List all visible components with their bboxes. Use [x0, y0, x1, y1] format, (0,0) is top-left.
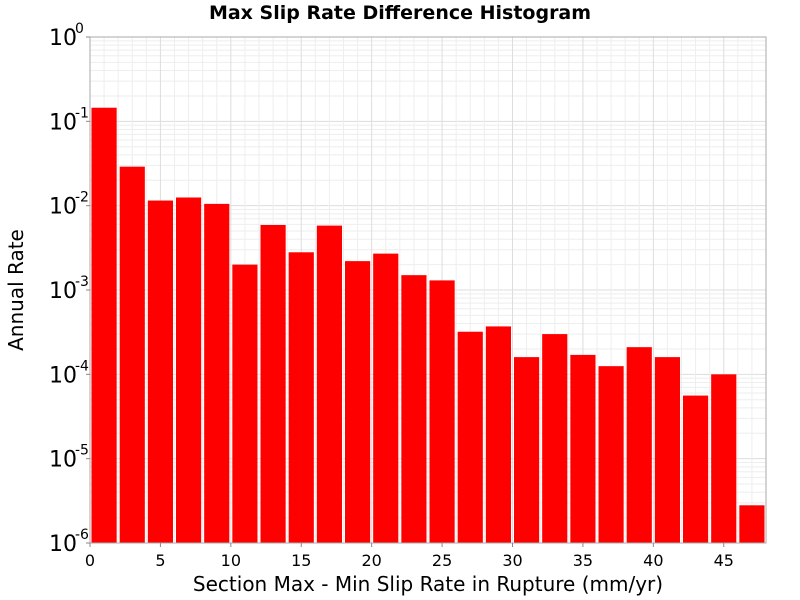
- y-tick-label: 10-5: [49, 443, 89, 473]
- histogram-bars: [91, 107, 765, 544]
- histogram-bar: [260, 224, 286, 543]
- histogram-bar: [485, 326, 511, 543]
- grid-lines: [89, 37, 767, 544]
- histogram-bar: [147, 200, 173, 543]
- histogram-bar: [204, 203, 230, 543]
- y-axis-label: Annual Rate: [4, 229, 28, 351]
- y-tick-exponent: -2: [75, 190, 89, 206]
- y-tick-base: 10: [49, 363, 77, 388]
- y-tick-exponent: -3: [75, 274, 89, 290]
- histogram-bar: [401, 275, 427, 543]
- x-tick-label: 30: [502, 551, 522, 570]
- y-tick-exponent: -5: [75, 443, 89, 459]
- x-tick-label: 20: [361, 551, 381, 570]
- x-axis-ticks: 0 5 10 15 20 25 30 35 40 45: [85, 543, 734, 570]
- histogram-bar: [457, 331, 483, 543]
- histogram-bar: [345, 261, 371, 543]
- histogram-bar: [711, 374, 737, 543]
- histogram-bar: [542, 334, 568, 543]
- y-tick-label: 10-4: [49, 358, 89, 388]
- histogram-bar: [514, 357, 540, 543]
- histogram-bar: [373, 253, 399, 544]
- y-tick-label: 100: [49, 21, 84, 51]
- y-tick-exponent: -6: [75, 527, 89, 543]
- histogram-bar: [91, 107, 117, 543]
- x-tick-label: 10: [221, 551, 241, 570]
- y-tick-base: 10: [49, 532, 77, 557]
- y-tick-exponent: -4: [75, 358, 89, 374]
- x-tick-label: 15: [291, 551, 311, 570]
- histogram-bar: [176, 197, 202, 543]
- y-tick-base: 10: [49, 195, 77, 220]
- histogram-bar: [119, 166, 145, 544]
- histogram-bar: [316, 225, 342, 544]
- histogram-bar: [683, 395, 709, 543]
- x-axis-label: Section Max - Min Slip Rate in Rupture (…: [192, 572, 664, 596]
- histogram-bar: [429, 280, 455, 543]
- x-tick-label: 5: [155, 551, 165, 570]
- histogram-bar: [570, 354, 596, 543]
- y-tick-base: 10: [49, 26, 77, 51]
- histogram-bar: [654, 357, 680, 543]
- y-tick-base: 10: [49, 110, 77, 135]
- y-tick-label: 10-6: [49, 527, 89, 557]
- histogram-bar: [626, 347, 652, 543]
- x-tick-label: 35: [573, 551, 593, 570]
- x-tick-label: 40: [643, 551, 663, 570]
- y-tick-label: 10-2: [49, 190, 89, 220]
- histogram-bar: [232, 264, 258, 543]
- x-tick-label: 45: [714, 551, 734, 570]
- y-tick-exponent: 0: [75, 21, 84, 37]
- y-tick-label: 10-3: [49, 274, 89, 304]
- histogram-bar: [288, 252, 314, 543]
- chart-title: Max Slip Rate Difference Histogram: [208, 2, 592, 24]
- y-tick-base: 10: [49, 279, 77, 304]
- x-tick-label: 25: [432, 551, 452, 570]
- histogram-bar: [598, 366, 624, 543]
- x-tick-label: 0: [85, 551, 95, 570]
- histogram-bar: [739, 505, 765, 543]
- y-tick-exponent: -1: [75, 105, 89, 121]
- y-tick-base: 10: [49, 448, 77, 473]
- y-tick-label: 10-1: [49, 105, 89, 135]
